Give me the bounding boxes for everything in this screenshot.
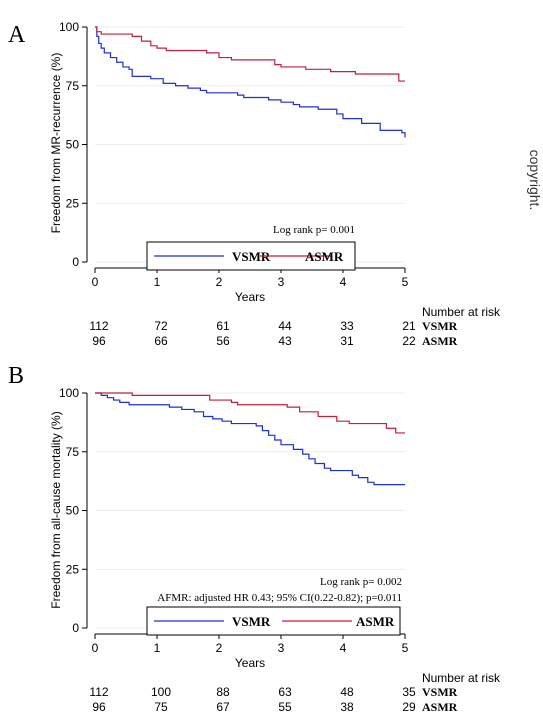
panel-b-y-tick-label-25: 25 — [66, 562, 80, 576]
panel-a-risk-vsmr-value: 72 — [154, 319, 168, 333]
panel-b-log-rank-annotation: Log rank p= 0.002 — [320, 576, 402, 588]
panel-a-legend-asmr-label: ASMR — [305, 249, 344, 264]
copyright-side-text: copyright. — [527, 150, 543, 211]
panel-a-x-tick-label-5: 5 — [402, 275, 409, 289]
panel-a-risk-asmr-value: 96 — [92, 334, 106, 348]
panel-b-risk-asmr-label: ASMR — [422, 700, 458, 714]
panel-b-risk-vsmr-value: 35 — [402, 685, 416, 699]
panel-b-label: B — [8, 363, 24, 389]
panel-a-legend: VSMR ASMR — [146, 241, 356, 271]
panel-a-y-tick-label-100: 100 — [59, 20, 79, 34]
panel-b-risk-asmr-value: 96 — [92, 700, 106, 714]
panel-a-y-tick-label-0: 0 — [72, 255, 79, 269]
panel-b-risk-vsmr-value: 63 — [278, 685, 292, 699]
panel-a-y-tick-label-75: 75 — [66, 79, 80, 93]
panel-a-risk-asmr-value: 31 — [340, 334, 354, 348]
panel-a-label: A — [8, 22, 26, 48]
panel-b-y-tick-label-0: 0 — [72, 621, 79, 635]
panel-a-x-tick-label-0: 0 — [92, 275, 99, 289]
panel-a-x-tick-label-1: 1 — [154, 275, 161, 289]
panel-a-y-axis-title: Freedom from MR-recurrence (%) — [49, 53, 63, 234]
panel-b-risk-asmr-value: 75 — [154, 700, 168, 714]
panel-b-risk-asmr-value: 38 — [340, 700, 354, 714]
panel-b-x-tick-label-1: 1 — [154, 641, 161, 655]
panel-b-x-tick-label-2: 2 — [216, 641, 223, 655]
panel-a-x-tick-label-3: 3 — [278, 275, 285, 289]
panel-a-vsmr-survival-curve — [95, 26, 406, 138]
panel-b-asmr-survival-curve — [95, 392, 405, 434]
panel-b-hr-annotation: AFMR: adjusted HR 0.43; 95% CI(0.22-0.82… — [157, 592, 402, 604]
panel-b-risk-vsmr-value: 88 — [216, 685, 230, 699]
panel-a-risk-asmr-value: 22 — [402, 334, 416, 348]
panel-a-legend-vsmr-label: VSMR — [232, 249, 271, 264]
panel-b-vsmr-survival-curve — [95, 392, 405, 486]
panel-a: A 0 25 50 75 100 0 1 2 3 4 5 Freedom from MR-recur… — [8, 20, 501, 348]
panel-b-y-axis-title: Freedom from all-cause mortality (%) — [49, 411, 63, 608]
panel-a-x-axis-title: Years — [235, 290, 265, 304]
panel-a-risk-vsmr-value: 21 — [402, 319, 416, 333]
panel-a-risk-header: Number at risk — [422, 305, 501, 319]
panel-b-y-tick-label-75: 75 — [66, 445, 80, 459]
panel-a-y-tick-label-50: 50 — [66, 138, 80, 152]
panel-b-y-tick-label-50: 50 — [66, 504, 80, 518]
panel-a-risk-vsmr-label: VSMR — [422, 319, 458, 333]
panel-b-x-axis-title: Years — [235, 656, 265, 670]
panel-b-risk-asmr-value: 55 — [278, 700, 292, 714]
panel-b-risk-vsmr-value: 100 — [151, 685, 171, 699]
panel-a-risk-table: Number at risk 112 72 61 44 33 21 VSMR 96 66 56 43 3… — [89, 305, 501, 348]
panel-a-risk-vsmr-value: 61 — [216, 319, 230, 333]
panel-a-y-tick-label-25: 25 — [66, 196, 80, 210]
panel-b-risk-vsmr-label: VSMR — [422, 685, 458, 699]
panel-b-risk-table: Number at risk 112 100 88 63 48 35 VSMR 96 75 67 55… — [89, 671, 501, 714]
panel-a-x-tick-label-2: 2 — [216, 275, 223, 289]
panel-a-risk-asmr-value: 43 — [278, 334, 292, 348]
panel-b-risk-vsmr-value: 112 — [89, 685, 108, 699]
panel-b-legend-asmr-label: ASMR — [356, 614, 395, 629]
panel-a-x-tick-label-4: 4 — [340, 275, 347, 289]
panel-b-risk-asmr-value: 67 — [216, 700, 230, 714]
panel-b-legend-vsmr-label: VSMR — [232, 614, 271, 629]
panel-b-x-tick-label-3: 3 — [278, 641, 285, 655]
panel-a-risk-vsmr-value: 44 — [278, 319, 292, 333]
panel-b-risk-asmr-value: 29 — [402, 700, 416, 714]
panel-b-risk-header: Number at risk — [422, 671, 501, 685]
panel-a-log-rank-annotation: Log rank p= 0.001 — [273, 224, 355, 236]
panel-a-risk-vsmr-value: 33 — [340, 319, 354, 333]
panel-a-risk-vsmr-value: 112 — [89, 319, 108, 333]
panel-a-axes: 0 25 50 75 100 0 1 2 3 4 5 — [59, 20, 409, 289]
panel-b-x-tick-label-0: 0 — [92, 641, 99, 655]
panel-a-risk-asmr-label: ASMR — [422, 334, 458, 348]
panel-b-x-tick-label-4: 4 — [340, 641, 347, 655]
panel-a-risk-asmr-value: 56 — [216, 334, 230, 348]
panel-a-asmr-survival-curve — [95, 26, 405, 82]
panel-b-risk-vsmr-value: 48 — [340, 685, 354, 699]
panel-b-legend: VSMR ASMR — [146, 606, 401, 636]
panel-b-y-tick-label-100: 100 — [59, 386, 79, 400]
panel-a-risk-asmr-value: 66 — [154, 334, 168, 348]
panel-b-x-tick-label-5: 5 — [402, 641, 409, 655]
